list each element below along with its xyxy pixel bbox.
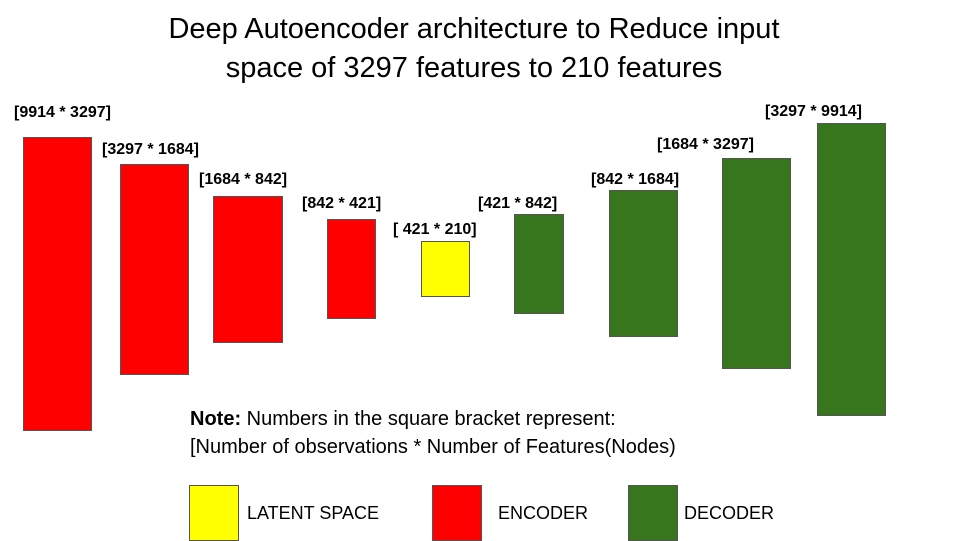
legend-label-latent: LATENT SPACE — [247, 503, 380, 523]
decoder-layer-block — [817, 123, 886, 416]
decoder-layer-block — [514, 214, 564, 314]
legend-swatch-latent — [189, 485, 239, 541]
note-prefix: Note: — [190, 408, 242, 430]
latent-layer-block — [421, 241, 470, 297]
legend-label-encoder: ENCODER — [498, 503, 589, 523]
encoder-layer-block — [213, 196, 283, 343]
note-text: Numbers in the square bracket represent: — [241, 408, 616, 430]
encoder-layer-block — [23, 137, 92, 431]
layer-dimension-label: [ 421 * 210] — [393, 221, 477, 238]
layer-dimension-label: [9914 * 3297] — [14, 104, 111, 121]
note-line-1: Note: Numbers in the square bracket repr… — [190, 406, 616, 432]
title-line-1: Deep Autoencoder architecture to Reduce … — [168, 13, 780, 45]
legend-label-decoder: DECODER — [684, 503, 775, 523]
decoder-layer-block — [609, 190, 678, 337]
layer-dimension-label: [1684 * 3297] — [657, 136, 754, 153]
layer-dimension-label: [3297 * 1684] — [102, 141, 199, 158]
note-line-2: [Number of observations * Number of Feat… — [190, 436, 676, 458]
layer-dimension-label: [842 * 421] — [302, 195, 382, 212]
title-line-2: space of 3297 features to 210 features — [225, 52, 723, 84]
legend-swatch-encoder — [432, 485, 482, 541]
encoder-layer-block — [327, 219, 376, 319]
layer-dimension-label: [3297 * 9914] — [765, 103, 862, 120]
layer-dimension-label: [421 * 842] — [478, 195, 558, 212]
layer-dimension-label: [842 * 1684] — [591, 171, 680, 188]
encoder-layer-block — [120, 164, 189, 375]
decoder-layer-block — [722, 158, 791, 369]
legend-swatch-decoder — [628, 485, 678, 541]
layer-dimension-label: [1684 * 842] — [199, 171, 288, 188]
